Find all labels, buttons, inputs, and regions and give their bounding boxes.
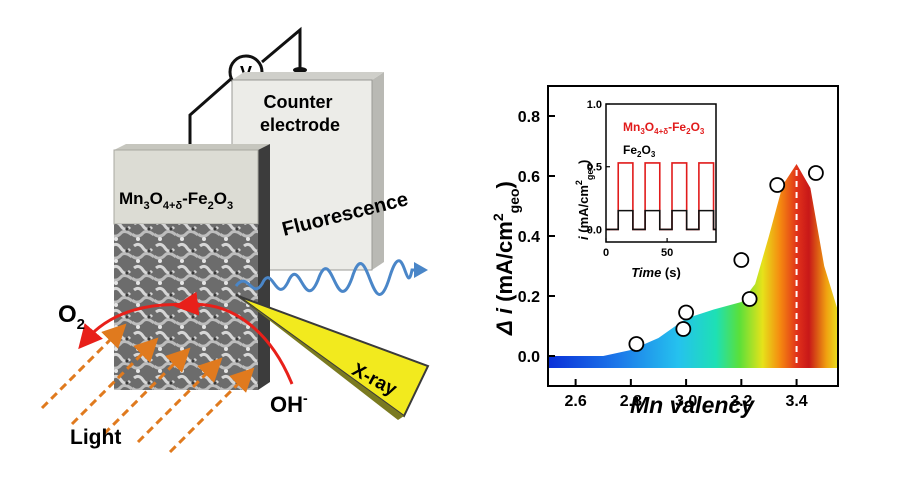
main-y-tick-label: 0.8 [518, 109, 540, 126]
main-x-tick-label: 3.4 [785, 393, 807, 410]
main-data-point [769, 177, 786, 193]
inset-series-2-line [606, 209, 716, 231]
main-y-tick-label: 0.2 [518, 289, 540, 306]
light-ray-2 [70, 337, 159, 426]
main-y-tick-label: 0.4 [518, 229, 540, 246]
o2-release-arrow [78, 302, 201, 350]
main-data-point [628, 336, 645, 352]
light-ray-5 [168, 367, 255, 454]
counter-electrode-side [372, 72, 384, 270]
main-axis-ticks: 2.6 2.8 3.0 3.2 3.4 0.0 0.2 0.4 0.6 0.8 [518, 109, 808, 410]
inset-y-tick-label: 1.0 [587, 99, 602, 111]
main-data-point [675, 321, 692, 337]
schematic: V Counter electrode Mn3O4+δ-Fe2O3 X-ray … [40, 26, 430, 454]
inset-background [558, 92, 724, 276]
inset-legend-series-1: Mn3O4+δ-Fe2O3 [623, 120, 705, 136]
o2-label: O2 [58, 301, 85, 333]
main-x-tick-label: 2.8 [620, 393, 642, 410]
wire-left [188, 76, 233, 158]
main-x-tick-label: 3.2 [730, 393, 752, 410]
main-data-points [628, 165, 824, 352]
xray-beam-shadow [238, 296, 404, 420]
inset-x-tick-label: 50 [661, 247, 673, 259]
counter-electrode-label-line2: electrode [260, 115, 340, 135]
light-rays [40, 323, 255, 454]
spectrum-envelope-area [548, 164, 838, 368]
wire-right [261, 26, 302, 70]
inset-series-lines [606, 162, 716, 231]
sample-label: Mn3O4+δ-Fe2O3 [119, 189, 233, 212]
main-x-tick-label: 3.0 [675, 393, 697, 410]
fluorescence-wave [234, 259, 418, 296]
main-data-point [741, 291, 758, 307]
inset-x-tick-label: 0 [603, 247, 609, 259]
inset-y-tick-label: 0.5 [587, 162, 602, 174]
sample-right-face [258, 144, 270, 390]
main-y-tick-label: 0.6 [518, 169, 540, 186]
main-chart: 2.6 2.8 3.0 3.2 3.4 0.0 0.2 0.4 0.6 0.8 Mn valenc… [490, 85, 839, 418]
main-data-point [678, 304, 694, 321]
light-ray-4 [136, 357, 223, 444]
fluorescence-arrowhead [414, 262, 428, 278]
main-data-point [733, 252, 750, 268]
main-x-axis-title: Mn valency [630, 392, 755, 418]
inset-axis-ticks: 0 50 0.0 0.5 1.0 [587, 99, 674, 259]
counter-electrode-top [232, 72, 384, 80]
light-ray-3 [102, 347, 191, 436]
inset-x-axis-title: Time (s) [631, 265, 681, 280]
oh-label: OH- [270, 390, 308, 417]
main-data-point [808, 165, 824, 181]
inset-y-axis-title: i (mA/cm2geo) [574, 160, 595, 240]
oh-to-o2-arrow [174, 291, 294, 385]
main-y-tick-label: 0.0 [518, 349, 540, 366]
inset-y-tick-label: 0.0 [587, 224, 602, 236]
sem-micrograph [114, 224, 258, 390]
main-y-axis-title: Δ i (mA/cm2geo) [490, 181, 522, 336]
inset-legend-series-2: Fe2O3 [623, 143, 656, 159]
main-x-tick-label: 2.6 [564, 393, 586, 410]
sample-coating-layer [113, 149, 259, 225]
counter-electrode-label-line1: Counter [264, 92, 333, 112]
inset-chart: 0 50 0.0 0.5 1.0 Time (s) i (mA/cm2geo) Mn3O… [558, 92, 724, 280]
sample-top-face [114, 144, 270, 150]
contact-dot-counter [293, 67, 307, 73]
light-label: Light [70, 426, 121, 449]
inset-plot-frame [605, 103, 717, 243]
light-ray-1 [40, 323, 127, 410]
